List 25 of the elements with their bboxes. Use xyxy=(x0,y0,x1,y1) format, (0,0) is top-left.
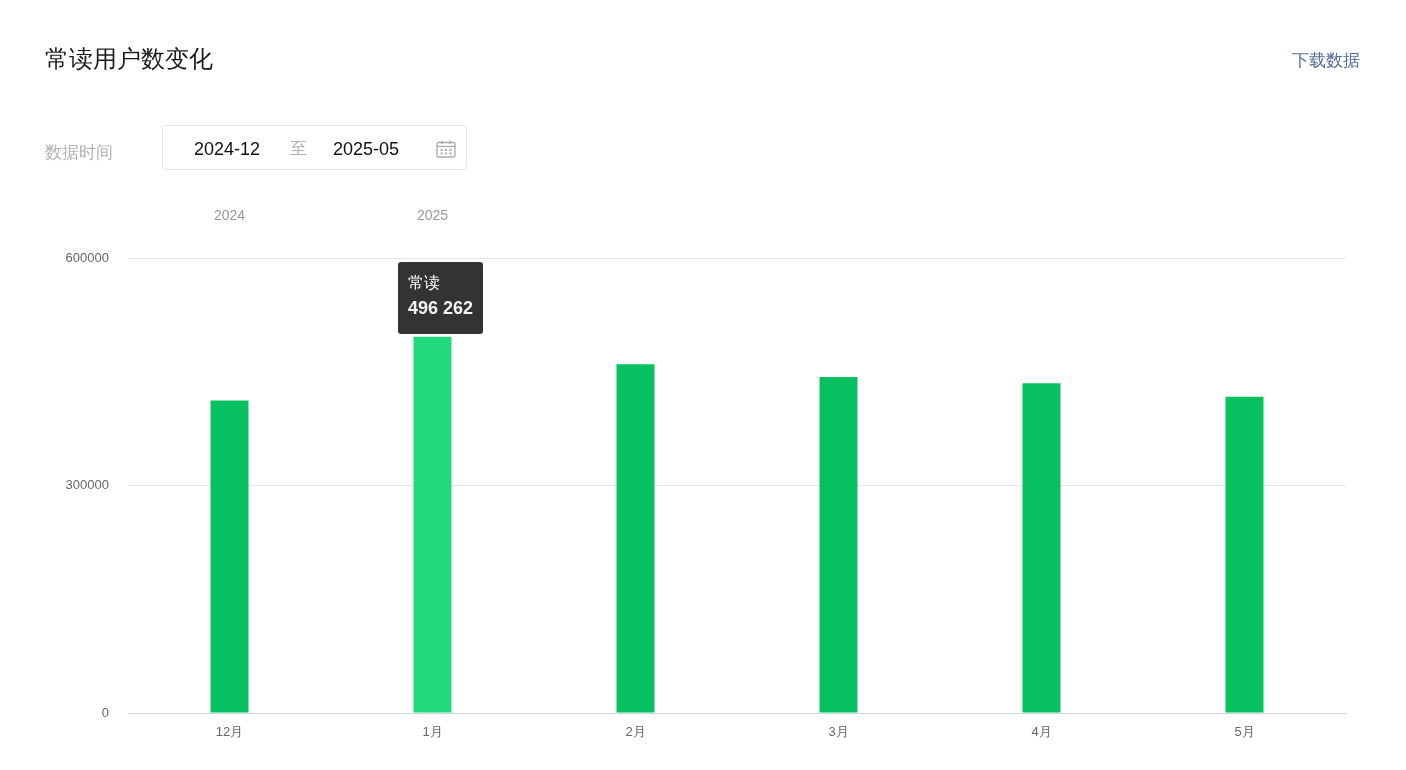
data-label: 496 262 xyxy=(407,296,474,320)
x-tick-label: 4月 xyxy=(1031,724,1052,740)
y-tick-label: 600000 xyxy=(65,249,109,265)
x-tick-label: 1月 xyxy=(422,724,443,740)
text: 至 xyxy=(290,139,307,158)
y-tick-label: 300000 xyxy=(65,477,109,493)
bar xyxy=(616,364,655,713)
bar xyxy=(210,400,249,713)
y-tick-label: 0 xyxy=(101,704,109,720)
bar xyxy=(1225,396,1264,713)
bar xyxy=(413,336,452,713)
text: 2025 xyxy=(416,206,449,223)
text: 2025-05 xyxy=(333,139,400,159)
text: 2024-12 xyxy=(194,139,261,159)
text: 数据时间 xyxy=(45,143,113,162)
x-tick-label: 3月 xyxy=(828,724,849,740)
chart-title: 常读用户数变化 xyxy=(45,45,213,72)
x-tick-label: 5月 xyxy=(1234,724,1255,740)
bar xyxy=(1022,383,1061,713)
bar xyxy=(819,377,858,713)
tooltip: 常读 496 262 xyxy=(397,261,484,334)
text: 2024 xyxy=(213,206,246,223)
text: 下载数据 xyxy=(1292,51,1360,70)
x-tick-label: 12月 xyxy=(215,724,244,740)
x-tick-label: 2月 xyxy=(625,724,646,740)
